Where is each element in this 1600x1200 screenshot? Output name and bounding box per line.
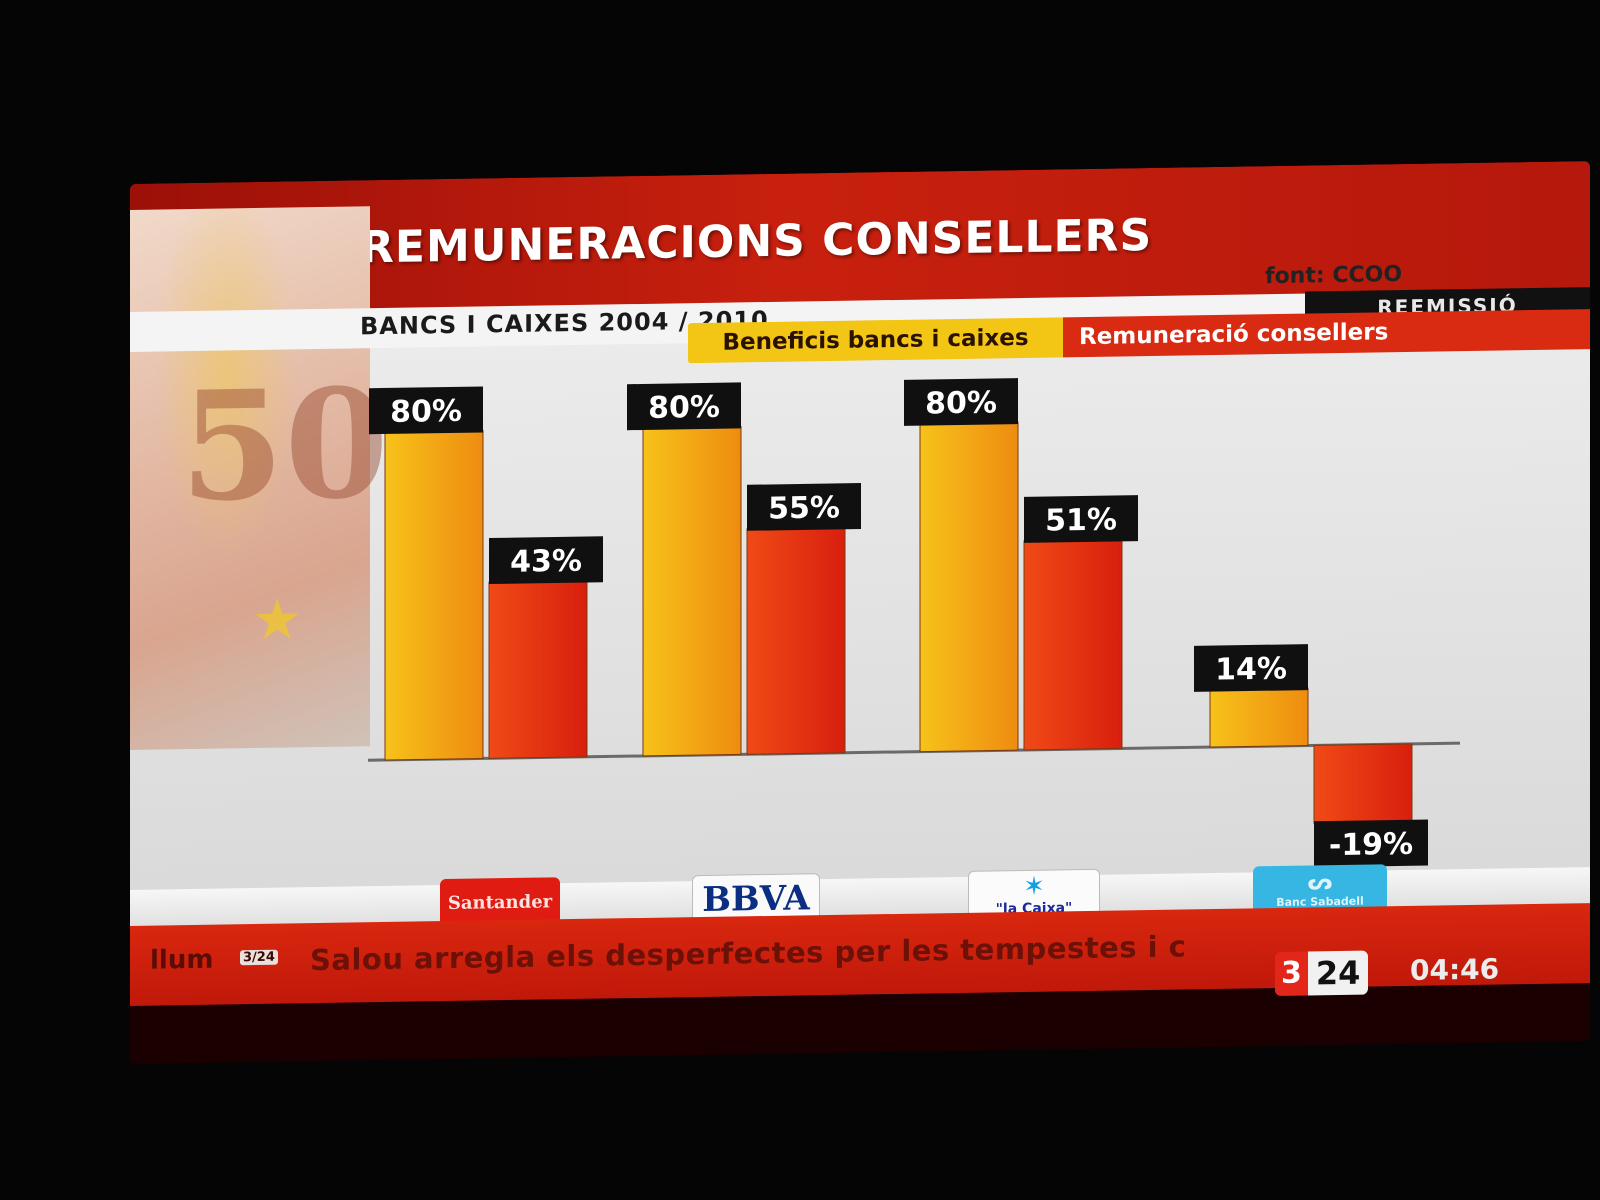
data-label-box-0-1 <box>627 382 741 431</box>
data-label-box-0-3 <box>1194 644 1308 692</box>
data-label-1-0: 43% <box>510 544 582 580</box>
caixa-star-icon: ✶ <box>1023 871 1045 902</box>
bar-profits-0 <box>384 429 484 761</box>
data-label-box-0-0 <box>369 386 483 435</box>
bar-profits-2 <box>919 421 1019 753</box>
sabadell-s-icon: ᔕ <box>1307 870 1333 896</box>
clock: 04:46 <box>1410 952 1500 987</box>
data-label-1-1: 55% <box>768 490 840 526</box>
channel-logo: 3 24 <box>1275 950 1369 997</box>
channel-logo-24: 24 <box>1307 950 1369 996</box>
ticker-previous-text: llum <box>150 944 214 976</box>
data-label-0-2: 80% <box>925 385 997 421</box>
data-label-1-3: -19% <box>1329 827 1413 863</box>
data-label-box-1-1 <box>747 483 861 531</box>
tv-screen: REMUNERACIONS CONSELLERS font: CCOO 50 ★… <box>130 161 1590 1065</box>
santander-logo-text: Santander <box>447 890 553 914</box>
ticker-channel-badge: 3/24 <box>240 949 278 966</box>
bar-pay-3 <box>1313 743 1413 824</box>
data-label-box-1-2 <box>1024 495 1138 543</box>
bar-pay-2 <box>1023 538 1123 751</box>
data-label-box-1-3 <box>1314 819 1428 868</box>
data-label-0-3: 14% <box>1215 651 1287 687</box>
data-label-box-1-0 <box>489 536 603 585</box>
bar-chart: 80% 43% 80% 55% 80% 51% 14% -19% <box>368 378 1460 868</box>
bar-pay-1 <box>746 526 846 755</box>
bar-pay-0 <box>488 580 588 759</box>
data-label-0-1: 80% <box>648 390 720 426</box>
bbva-logo-text: BBVA <box>702 878 810 921</box>
bar-profits-3 <box>1209 687 1309 748</box>
data-label-0-0: 80% <box>390 394 462 430</box>
data-label-1-2: 51% <box>1045 502 1117 538</box>
bar-profits-1 <box>642 425 742 757</box>
data-label-box-0-2 <box>904 378 1018 426</box>
channel-logo-3: 3 <box>1275 951 1308 997</box>
